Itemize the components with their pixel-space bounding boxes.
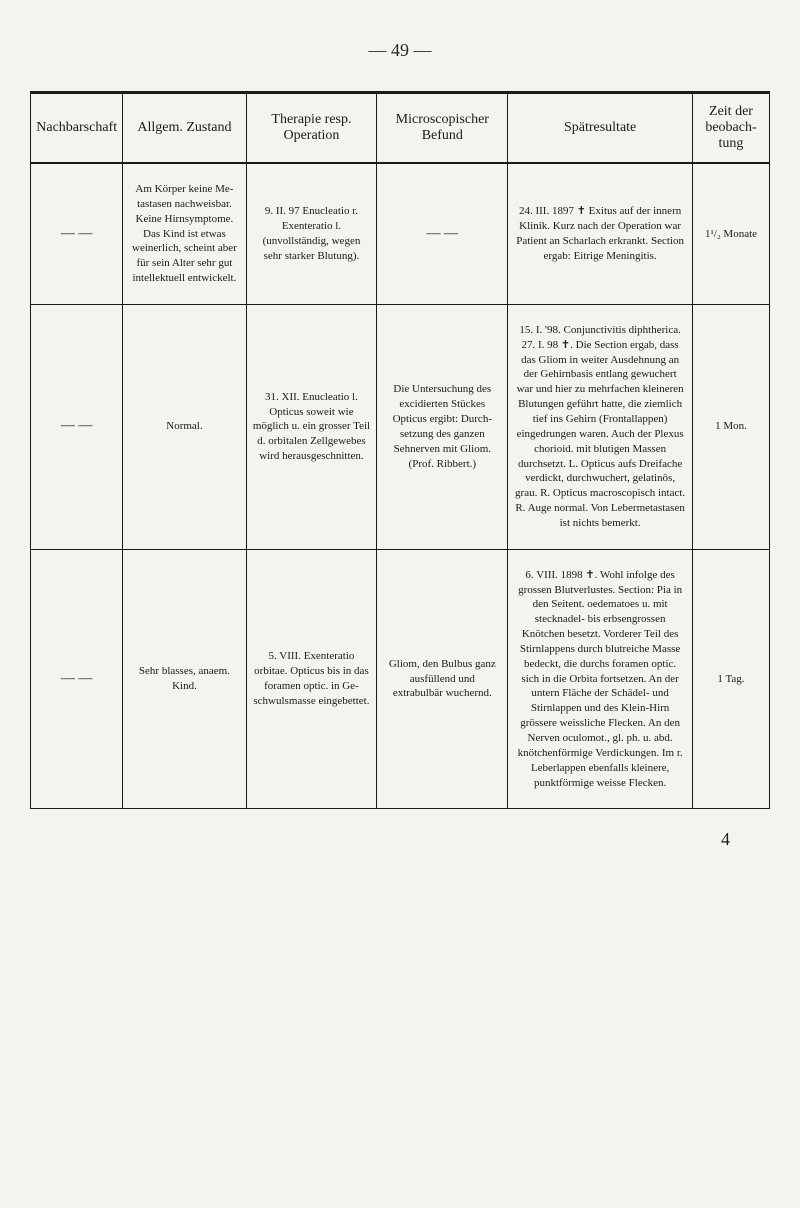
cell-ther: 9. II. 97 Enucleatio r. Exenteratio l. (…	[246, 163, 377, 304]
header-nachbarschaft: Nachbarschaft	[31, 93, 123, 164]
cell-ther: 5. VIII. Exenteratio orbitae. Opticus bi…	[246, 549, 377, 809]
page-container: — 49 — Nachbarschaft Allgem. Zustand The…	[0, 0, 800, 1128]
cell-micr: Die Untersuchung des excidierten Stückes…	[377, 304, 508, 549]
cell-micr: Gliom, den Bulbus ganz ausfüllend und ex…	[377, 549, 508, 809]
table-row: — — Sehr blasses, anaem. Kind. 5. VIII. …	[31, 549, 770, 809]
page-number-bottom: 4	[30, 829, 770, 850]
table-row: — — Normal. 31. XII. Enucleatio l. Optic…	[31, 304, 770, 549]
cell-zeit: 1¹/₂ Monate	[692, 163, 769, 304]
table-row: — — Am Körper keine Me­tastasen nachweis…	[31, 163, 770, 304]
cell-nach: — —	[31, 304, 123, 549]
header-zeit: Zeit der beobach­tung	[692, 93, 769, 164]
cell-nach: — —	[31, 549, 123, 809]
page-number-top: — 49 —	[30, 40, 770, 61]
cell-spat: 24. III. 1897 ✝ Exitus auf der innern Kl…	[508, 163, 693, 304]
header-microscop: Microscopischer Befund	[377, 93, 508, 164]
cell-spat: 15. I. '98. Conjunctivitis diphtherica. …	[508, 304, 693, 549]
cell-zeit: 1 Mon.	[692, 304, 769, 549]
cell-ther: 31. XII. Enucleatio l. Opticus soweit wi…	[246, 304, 377, 549]
cell-nach: — —	[31, 163, 123, 304]
cell-spat: 6. VIII. 1898 ✝. Wohl infolge des grosse…	[508, 549, 693, 809]
table-header-row: Nachbarschaft Allgem. Zustand Therapie r…	[31, 93, 770, 164]
cell-allg: Sehr blasses, anaem. Kind.	[123, 549, 246, 809]
cell-allg: Am Körper keine Me­tastasen nachweisbar.…	[123, 163, 246, 304]
header-therapie: Therapie resp. Operation	[246, 93, 377, 164]
data-table: Nachbarschaft Allgem. Zustand Therapie r…	[30, 91, 770, 809]
cell-micr: — —	[377, 163, 508, 304]
cell-allg: Normal.	[123, 304, 246, 549]
cell-zeit: 1 Tag.	[692, 549, 769, 809]
header-spatresultate: Spätresultate	[508, 93, 693, 164]
header-allgem: Allgem. Zustand	[123, 93, 246, 164]
